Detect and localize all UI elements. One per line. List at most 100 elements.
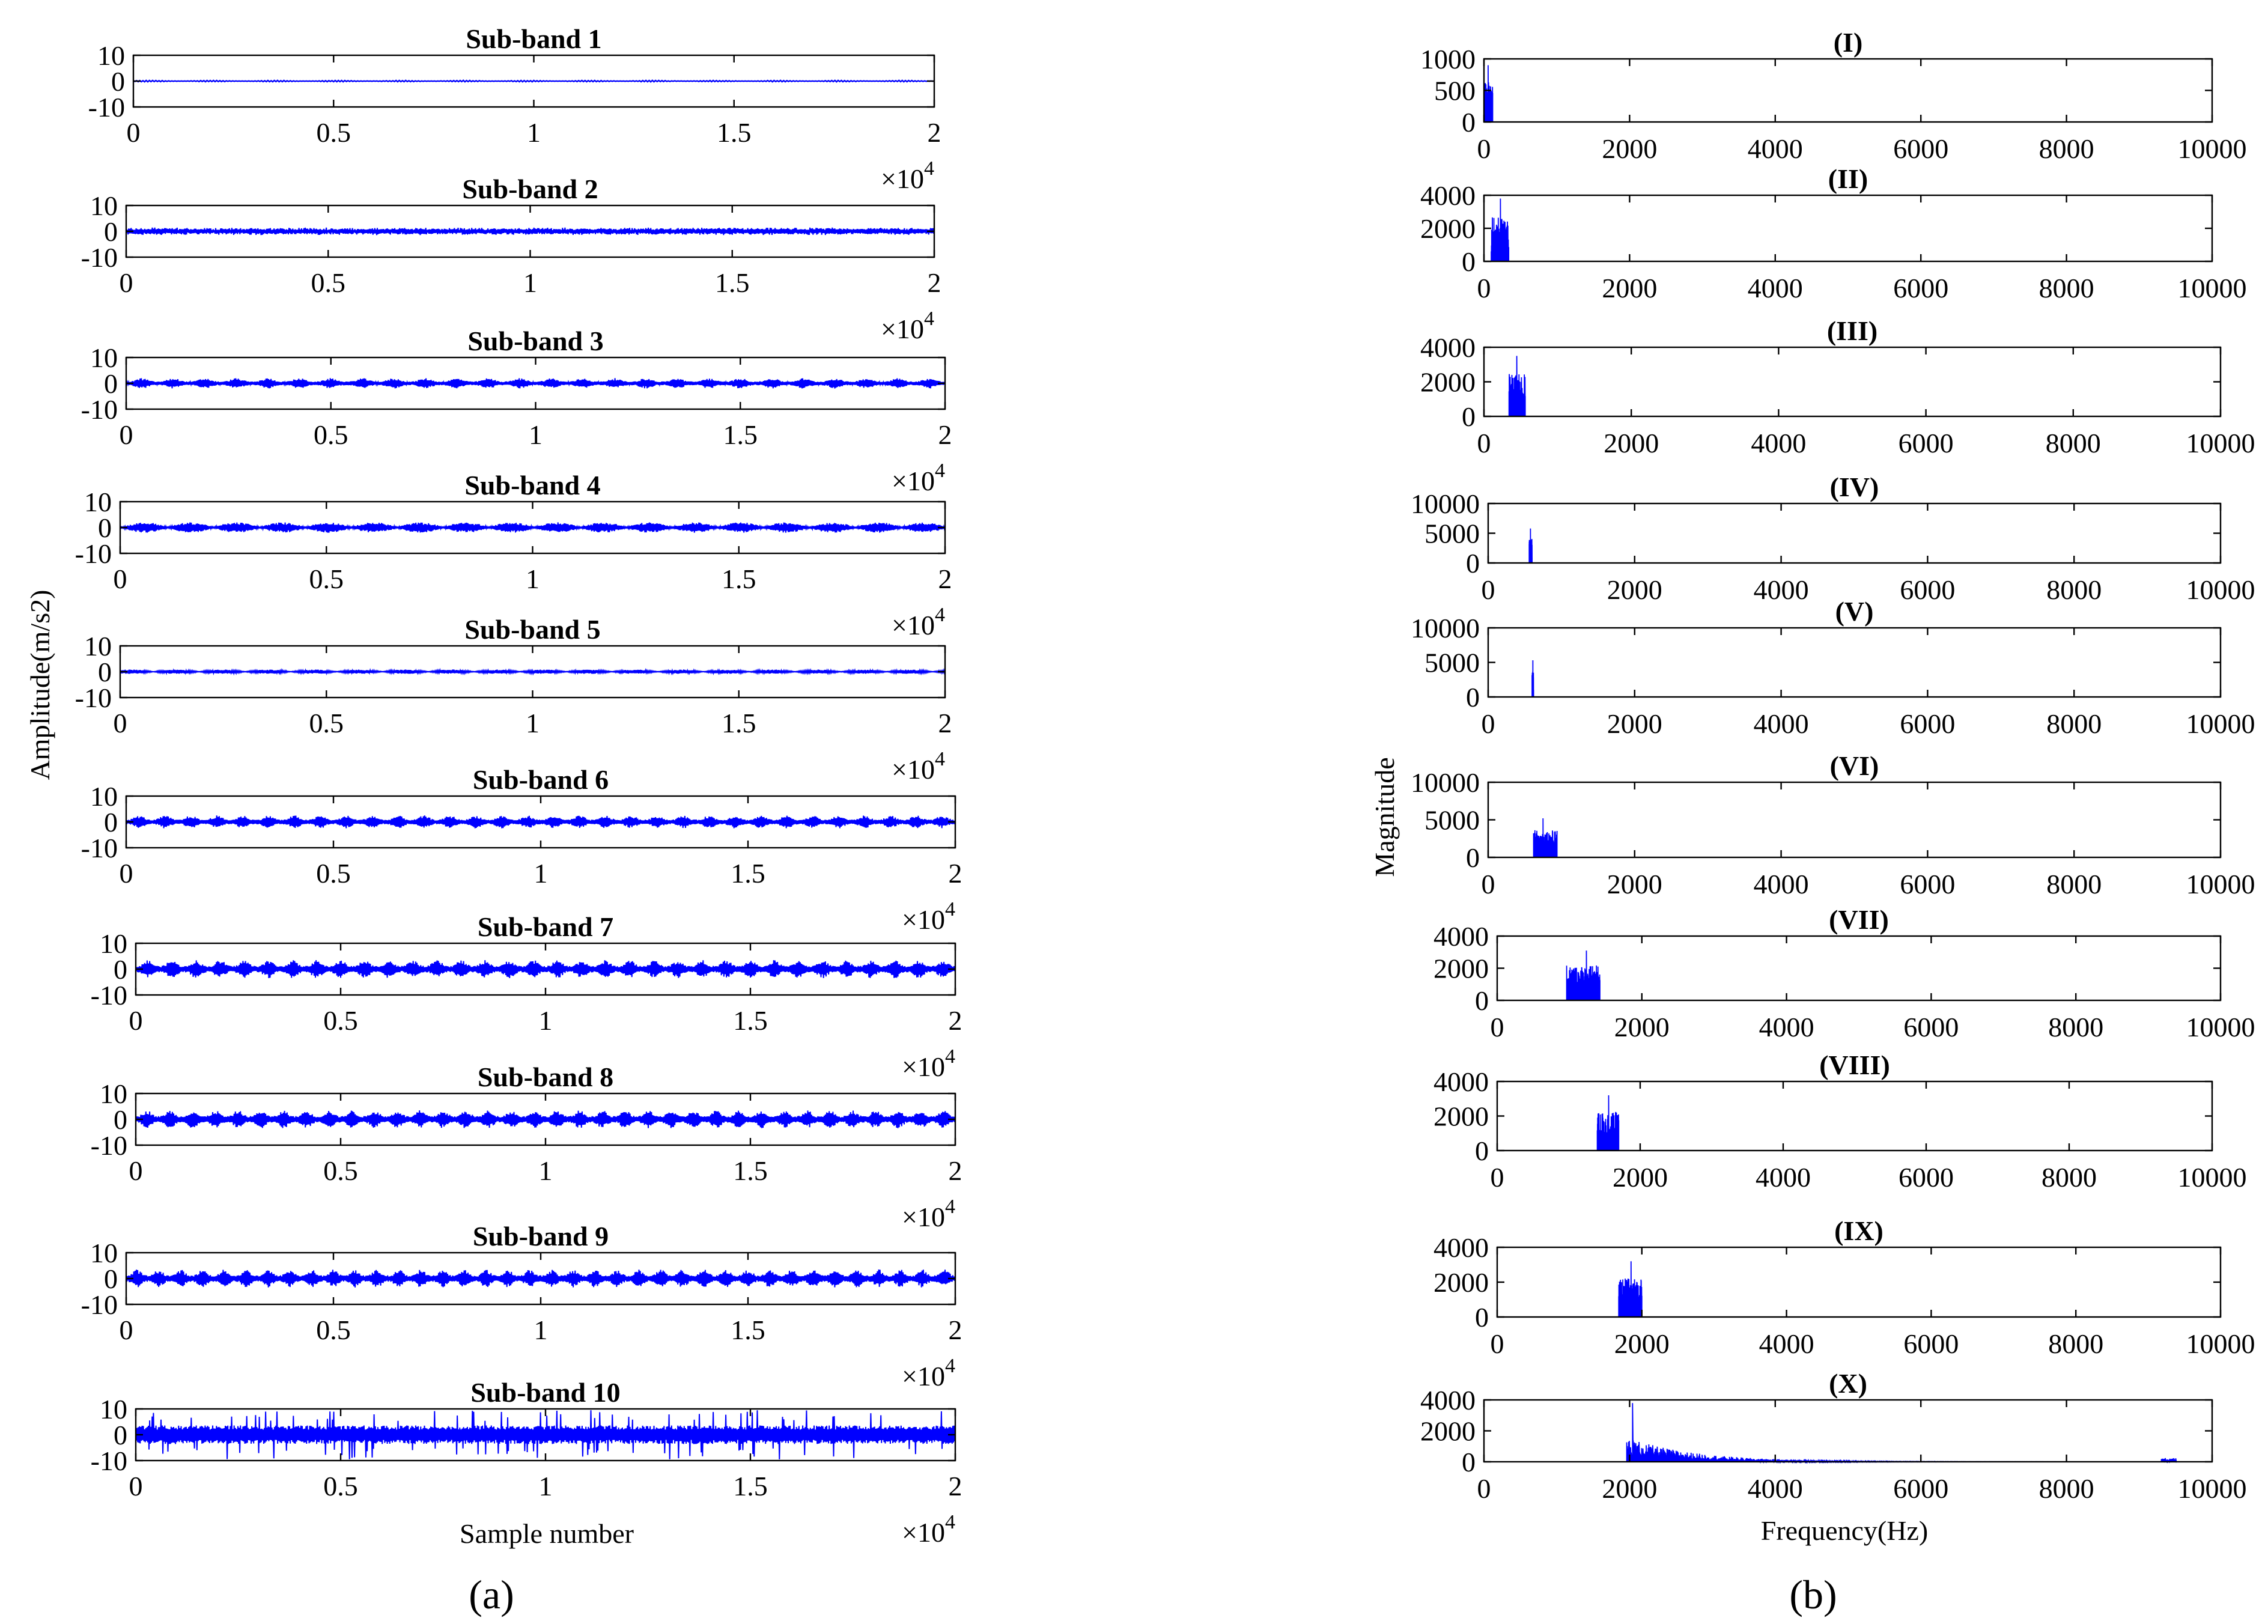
subplot-b-x-tick-label: 10000 [2186, 1328, 2255, 1359]
subplot-a-x-tick-label: 2 [949, 858, 962, 889]
subplot-a-x-tick-label: 1 [534, 858, 548, 889]
panel-b-x-axis-label: Frequency(Hz) [1761, 1515, 1928, 1546]
subplot-b-y-tick-label: 2000 [1433, 1101, 1489, 1132]
subplot-b-x-tick-label: 8000 [2046, 428, 2101, 458]
subplot-a-y-tick-label: 10 [100, 1394, 127, 1425]
subplot-b-y-tick-label: 0 [1466, 842, 1480, 873]
subplot-b-y-tick-label: 2000 [1420, 213, 1476, 244]
subplot-a-x-tick-label: 0.5 [314, 419, 348, 450]
subplot-a-x-tick-label: 2 [938, 419, 952, 450]
subplot-a-x-tick-label: 0 [120, 267, 133, 298]
subplot-b-title: (IV) [1830, 472, 1879, 502]
subplot-b-x-tick-label: 6000 [1899, 428, 1954, 458]
subplot-a-x-tick-label: 0.5 [316, 858, 351, 889]
subplot-a-x-tick-label: 0 [114, 564, 127, 594]
subplot-b-x-tick-label: 8000 [2048, 1328, 2103, 1359]
subplot-b-x-tick-label: 0 [1491, 1328, 1504, 1359]
exponent-base: ×10 [881, 163, 924, 194]
subplot-a-y-tick-label: 10 [90, 342, 118, 373]
subplot-b-y-tick-label: 4000 [1433, 921, 1489, 952]
subplot-b-spectrum-trace [1497, 1261, 2221, 1318]
subplot-a-y-tick-label: 10 [84, 487, 112, 517]
subplot-b-y-tick-label: 0 [1475, 1302, 1489, 1333]
subplot-a-x-tick-label: 1.5 [731, 1315, 765, 1345]
subplot-a-x-exponent: ×104 [902, 1355, 955, 1391]
subplot-b-x-tick-label: 4000 [1748, 273, 1803, 303]
subplot-a-y-tick-label: 0 [114, 1104, 127, 1135]
subplot-b-x-tick-label: 2000 [1602, 1473, 1657, 1504]
subplot-b-x-tick-label: 6000 [1893, 133, 1948, 164]
subplot-b-y-tick-label: 0 [1466, 548, 1480, 579]
subplot-b-axes-frame [1487, 627, 2222, 698]
exponent-base: ×10 [892, 466, 935, 496]
subplot-b-y-tick-label: 2000 [1433, 1267, 1489, 1298]
subplot-b-x-tick-label: 6000 [1900, 869, 1955, 899]
subplot-b-x-tick-label: 0 [1482, 708, 1495, 739]
subplot-b-title: (III) [1827, 315, 1877, 346]
subplot-a-title: Sub-band 6 [473, 764, 609, 795]
subplot-b-spectrum-trace [1488, 528, 2221, 564]
subplot-b-title: (I) [1834, 27, 1863, 58]
subplot-b-x-tick-label: 2000 [1613, 1162, 1668, 1193]
subplot-b-x-tick-label: 2000 [1602, 273, 1657, 303]
subplot-a-y-tick-label: 0 [98, 657, 112, 687]
exponent-power: 4 [935, 748, 945, 770]
subplot-a-signal-trace [120, 522, 946, 533]
subplot-b-x-tick-label: 4000 [1748, 133, 1803, 164]
subplot-a-title: Sub-band 2 [462, 174, 598, 204]
caption-b: (b) [1789, 1572, 1837, 1617]
subplot-b-x-tick-label: 2000 [1604, 428, 1659, 458]
subplot-b-x-tick-label: 0 [1477, 428, 1491, 458]
subplot-b-x-tick-label: 6000 [1900, 708, 1955, 739]
subplot-b-axes-frame [1496, 1246, 2222, 1318]
subplot-a-y-tick-label: 10 [100, 928, 127, 959]
exponent-power: 4 [935, 460, 945, 482]
subplot-a-x-tick-label: 2 [949, 1155, 962, 1186]
subplot-a-y-tick-label: -10 [81, 833, 118, 863]
subplot-b-title: (II) [1828, 163, 1868, 194]
subplot-b-x-tick-label: 6000 [1903, 1328, 1959, 1359]
subplot-b-spectrum-trace [1488, 818, 2221, 858]
subplot-a-y-tick-label: -10 [91, 1130, 127, 1161]
subplot-b-y-tick-label: 4000 [1420, 332, 1476, 363]
subplot-b-x-tick-label: 8000 [2046, 574, 2102, 605]
subplot-b-x-tick-label: 8000 [2046, 708, 2102, 739]
subplot-b-x-tick-label: 8000 [2039, 133, 2094, 164]
subplot-a-signal-trace [126, 378, 946, 389]
subplot-a-x-exponent: ×104 [892, 604, 945, 640]
subplot-a-signal-trace [135, 960, 956, 978]
subplot-a-y-tick-label: 0 [114, 1420, 127, 1450]
exponent-power: 4 [945, 1045, 955, 1068]
subplot-a-x-tick-label: 1 [539, 1005, 553, 1036]
subplot-b-x-tick-label: 6000 [1900, 574, 1955, 605]
panel-b-y-axis-label-text: Magnitude [1369, 757, 1400, 877]
exponent-power: 4 [924, 308, 934, 330]
subplot-a-title: Sub-band 3 [467, 326, 603, 356]
subplot-a-x-exponent: ×104 [902, 1511, 955, 1548]
subplot-a-x-tick-label: 1 [523, 267, 537, 298]
subplot-b-x-tick-label: 6000 [1893, 1473, 1948, 1504]
exponent-power: 4 [945, 1355, 955, 1377]
subplot-b-title: (VI) [1830, 750, 1879, 781]
subplot-b-spectrum-trace [1497, 1095, 2212, 1151]
subplot-a-x-tick-label: 0 [127, 117, 141, 148]
exponent-power: 4 [945, 1511, 955, 1533]
subplot-b-spectrum-trace [1484, 198, 2212, 262]
exponent-power: 4 [945, 1196, 955, 1218]
subplot-a-title: Sub-band 10 [470, 1377, 620, 1408]
subplot-a-x-tick-label: 1 [539, 1155, 553, 1186]
subplot-b-x-tick-label: 6000 [1903, 1012, 1959, 1042]
subplot-a-x-tick-label: 1 [529, 419, 543, 450]
subplot-b-y-tick-label: 4000 [1433, 1232, 1489, 1263]
subplot-b-y-tick-label: 2000 [1433, 953, 1489, 984]
subplot-b-y-tick-label: 5000 [1424, 648, 1480, 678]
subplot-a-y-tick-label: -10 [91, 980, 127, 1011]
subplot-a-x-exponent: ×104 [902, 1045, 955, 1082]
